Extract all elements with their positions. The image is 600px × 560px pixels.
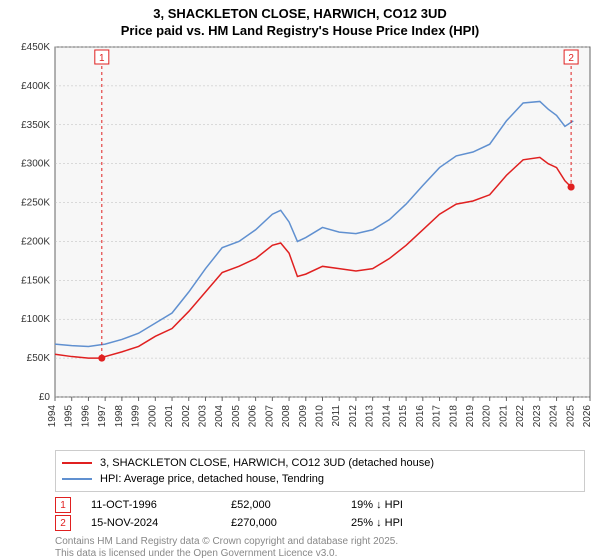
svg-text:£150K: £150K — [21, 275, 50, 286]
txn-date: 15-NOV-2024 — [91, 517, 231, 529]
svg-text:£350K: £350K — [21, 120, 50, 131]
txn-hpi: 19% ↓ HPI — [351, 499, 471, 511]
chart-title-line2: Price paid vs. HM Land Registry's House … — [0, 23, 600, 42]
txn-hpi: 25% ↓ HPI — [351, 517, 471, 529]
svg-text:£0: £0 — [39, 392, 51, 403]
svg-text:2009: 2009 — [298, 404, 309, 427]
svg-text:2016: 2016 — [415, 404, 426, 427]
svg-text:£300K: £300K — [21, 159, 50, 170]
svg-text:1997: 1997 — [97, 404, 108, 427]
svg-text:2012: 2012 — [348, 404, 359, 427]
svg-text:2026: 2026 — [582, 404, 593, 427]
svg-text:£100K: £100K — [21, 314, 50, 325]
svg-text:£400K: £400K — [21, 81, 50, 92]
table-row: 1 11-OCT-1996 £52,000 19% ↓ HPI — [55, 496, 585, 514]
legend-item: 3, SHACKLETON CLOSE, HARWICH, CO12 3UD (… — [62, 455, 578, 471]
svg-text:2025: 2025 — [565, 404, 576, 427]
legend-swatch — [62, 462, 92, 464]
legend-label: HPI: Average price, detached house, Tend… — [100, 473, 324, 485]
svg-text:2002: 2002 — [181, 404, 192, 427]
table-row: 2 15-NOV-2024 £270,000 25% ↓ HPI — [55, 514, 585, 532]
svg-text:2014: 2014 — [381, 404, 392, 427]
svg-text:1994: 1994 — [47, 404, 58, 427]
svg-text:1998: 1998 — [114, 404, 125, 427]
svg-text:2: 2 — [568, 53, 574, 64]
svg-text:2008: 2008 — [281, 404, 292, 427]
legend-item: HPI: Average price, detached house, Tend… — [62, 471, 578, 487]
marker-badge: 1 — [55, 497, 71, 513]
svg-text:2001: 2001 — [164, 404, 175, 427]
chart-container: 3, SHACKLETON CLOSE, HARWICH, CO12 3UD P… — [0, 0, 600, 560]
legend-swatch — [62, 478, 92, 480]
svg-text:2024: 2024 — [549, 404, 560, 427]
txn-price: £52,000 — [231, 499, 351, 511]
svg-text:2013: 2013 — [365, 404, 376, 427]
line-chart: £0 £50K £100K £150K £200K £250K £300K £350K £400… — [0, 42, 600, 442]
svg-text:2006: 2006 — [248, 404, 259, 427]
svg-text:1995: 1995 — [64, 404, 75, 427]
svg-text:2004: 2004 — [214, 404, 225, 427]
chart-title-line1: 3, SHACKLETON CLOSE, HARWICH, CO12 3UD — [0, 0, 600, 23]
marker-badge: 2 — [55, 515, 71, 531]
svg-text:2022: 2022 — [515, 404, 526, 427]
svg-text:2017: 2017 — [432, 404, 443, 427]
legend-label: 3, SHACKLETON CLOSE, HARWICH, CO12 3UD (… — [100, 457, 434, 469]
legend: 3, SHACKLETON CLOSE, HARWICH, CO12 3UD (… — [55, 450, 585, 492]
copyright: Contains HM Land Registry data © Crown c… — [55, 536, 398, 560]
txn-price: £270,000 — [231, 517, 351, 529]
svg-text:2018: 2018 — [448, 404, 459, 427]
svg-text:2011: 2011 — [331, 404, 342, 426]
svg-text:2003: 2003 — [197, 404, 208, 427]
svg-text:2021: 2021 — [498, 404, 509, 427]
svg-text:2019: 2019 — [465, 404, 476, 427]
transaction-table: 1 11-OCT-1996 £52,000 19% ↓ HPI 2 15-NOV… — [55, 496, 585, 532]
svg-text:1: 1 — [99, 53, 105, 64]
txn-date: 11-OCT-1996 — [91, 499, 231, 511]
svg-text:2023: 2023 — [532, 404, 543, 427]
svg-text:1999: 1999 — [131, 404, 142, 427]
svg-text:2010: 2010 — [315, 404, 326, 427]
svg-text:2007: 2007 — [264, 404, 275, 427]
svg-text:£200K: £200K — [21, 236, 50, 247]
svg-text:£250K: £250K — [21, 197, 50, 208]
svg-text:£50K: £50K — [27, 353, 51, 364]
svg-text:1996: 1996 — [80, 404, 91, 427]
svg-text:£450K: £450K — [21, 42, 50, 53]
svg-text:2005: 2005 — [231, 404, 242, 427]
svg-text:2015: 2015 — [398, 404, 409, 427]
svg-text:2020: 2020 — [482, 404, 493, 427]
svg-text:2000: 2000 — [147, 404, 158, 427]
